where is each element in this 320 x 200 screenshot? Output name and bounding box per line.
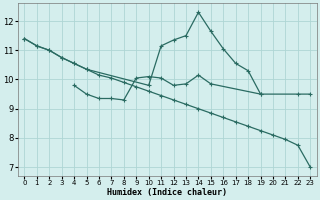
- X-axis label: Humidex (Indice chaleur): Humidex (Indice chaleur): [107, 188, 227, 197]
